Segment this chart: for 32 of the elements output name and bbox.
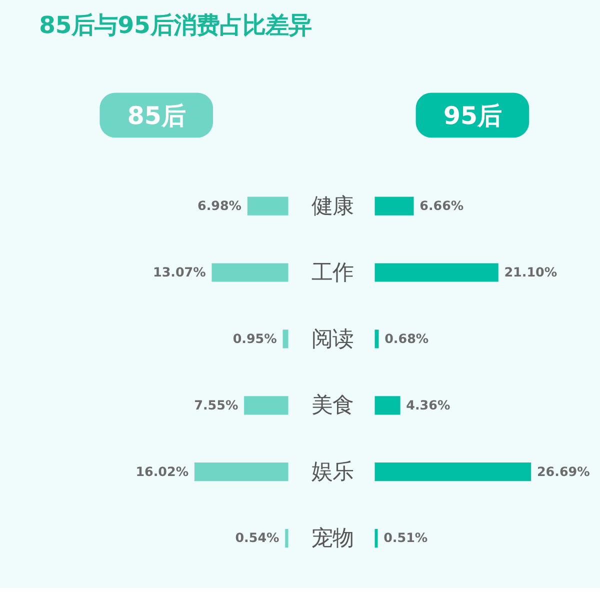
data-label: 0.54% (235, 530, 280, 546)
data-label: 0.51% (384, 530, 428, 546)
y-tick-label: 娱乐 (312, 460, 354, 485)
y-tick-label: 健康 (312, 194, 354, 219)
y-tick-label: 工作 (312, 260, 354, 286)
bar (374, 396, 400, 415)
chart-title: 85后与95后消费占比差异 (39, 11, 312, 40)
data-label: 0.68% (384, 330, 429, 346)
bar (282, 330, 288, 348)
data-label: 6.66% (420, 198, 464, 213)
text: 85后 (127, 100, 186, 130)
data-label: 0.95% (232, 330, 278, 346)
text: 95后 (443, 100, 502, 130)
bar (374, 196, 414, 216)
bar (247, 196, 288, 216)
y-tick-label: 阅读 (312, 326, 354, 352)
data-label: 26.69% (536, 464, 590, 479)
bar (244, 396, 288, 415)
bar (374, 462, 532, 482)
bar (212, 263, 288, 282)
data-label: 13.07% (152, 264, 206, 280)
bar (374, 330, 379, 348)
y-tick-label: 宠物 (312, 526, 354, 552)
data-label: 16.02% (136, 464, 189, 479)
data-label: 6.98% (197, 198, 242, 213)
y-tick-label: 美食 (312, 393, 354, 418)
data-label: 4.36% (406, 397, 450, 412)
bar (374, 263, 498, 282)
data-label: 21.10% (504, 264, 558, 280)
bar (285, 528, 288, 548)
data-label: 7.55% (194, 397, 238, 412)
bar (194, 462, 288, 482)
